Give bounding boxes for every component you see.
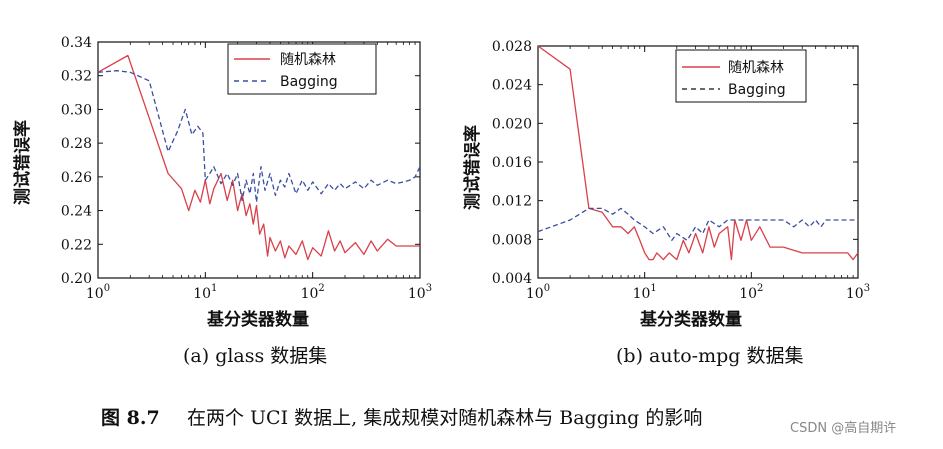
series-line-bagging: [537, 207, 858, 241]
chart-glass: 0.200.220.240.260.280.300.320.34 100 101 1…: [12, 35, 432, 367]
y-tick-label: 0.20: [61, 271, 92, 287]
watermark: CSDN @高自期许: [790, 420, 896, 436]
figure-caption: 图 8.7 在两个 UCI 数据上, 集成规模对随机森林与 Bagging 的影…: [101, 407, 702, 429]
chart-subtitle: (a) glass 数据集: [183, 345, 327, 367]
x-tick-labels: 100 101 102 103: [526, 283, 870, 302]
x-tick-label: 100: [526, 283, 550, 302]
y-tick-label: 0.22: [61, 237, 92, 253]
legend: 随机森林 Bagging: [227, 43, 377, 95]
series-line-random-forest: [97, 54, 420, 261]
tick-marks: [537, 45, 859, 279]
legend-label-bagging: Bagging: [280, 74, 338, 90]
legend-label-bagging: Bagging: [728, 82, 786, 98]
x-tick-label: 100: [86, 283, 110, 302]
y-tick-labels: 0.004 0.008 0.012 0.016 0.020 0.024 0.028: [492, 39, 532, 287]
legend-label-rf: 随机森林: [280, 52, 336, 68]
x-tick-label: 102: [301, 283, 325, 302]
x-tick-label: 103: [408, 283, 432, 302]
figure-label: 图 8.7: [101, 407, 160, 429]
x-axis-label: 基分类器数量: [206, 309, 309, 330]
y-axis-label: 测试错误率: [462, 125, 483, 210]
plot-frame: [97, 41, 421, 279]
x-tick-labels: 100 101 102 103: [86, 283, 432, 302]
x-axis-label: 基分类器数量: [639, 309, 742, 330]
y-tick-label: 0.28: [61, 136, 92, 152]
series-lines: [537, 45, 859, 261]
caption-text: 在两个 UCI 数据上, 集成规模对随机森林与 Bagging 的影响: [187, 407, 702, 429]
y-tick-label: 0.24: [61, 204, 92, 220]
x-tick-label: 102: [739, 283, 763, 302]
y-tick-label: 0.020: [492, 116, 532, 132]
y-tick-label: 0.34: [61, 35, 92, 51]
series-line-bagging: [97, 70, 421, 203]
legend-box: [227, 43, 377, 95]
y-axis-label: 测试错误率: [12, 120, 33, 205]
series-line-random-forest: [537, 45, 859, 261]
y-tick-label: 0.008: [492, 232, 532, 248]
y-tick-label: 0.028: [492, 39, 532, 55]
y-tick-label: 0.30: [61, 102, 92, 118]
y-tick-label: 0.32: [61, 69, 92, 85]
x-tick-label: 101: [633, 283, 657, 302]
y-tick-labels: 0.20 0.22 0.24 0.26 0.28 0.30 0.32 0.34: [61, 35, 92, 287]
legend: 随机森林 Bagging: [675, 49, 807, 103]
x-tick-label: 103: [846, 283, 870, 302]
chart-subtitle: (b) auto-mpg 数据集: [616, 345, 803, 367]
legend-label-rf: 随机森林: [728, 60, 784, 76]
y-tick-label: 0.26: [61, 170, 92, 186]
series-lines: [97, 54, 421, 261]
y-tick-label: 0.004: [492, 271, 532, 287]
y-tick-label: 0.016: [492, 155, 532, 171]
x-tick-label: 101: [193, 283, 217, 302]
y-tick-label: 0.012: [492, 194, 532, 210]
legend-box: [675, 49, 807, 103]
y-tick-label: 0.024: [492, 78, 532, 94]
